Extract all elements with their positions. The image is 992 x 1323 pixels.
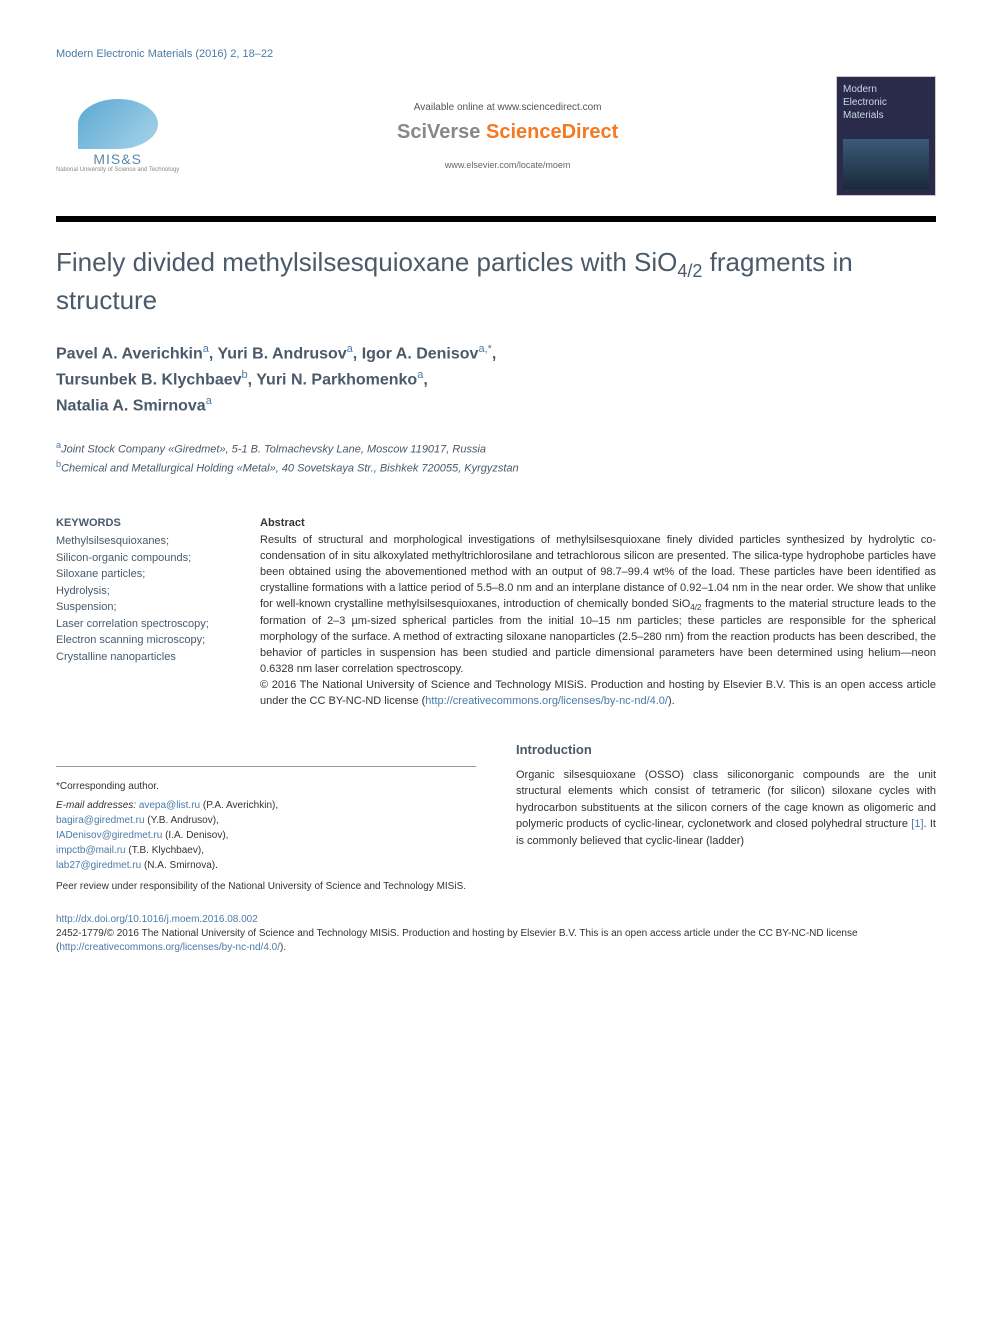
author-list: Pavel A. Averichkina, Yuri B. Andrusova,…	[56, 341, 936, 419]
sciverse-prefix: SciVerse	[397, 121, 486, 143]
keywords-column: KEYWORDS Methylsilsesquioxanes; Silicon-…	[56, 517, 236, 709]
abstract-heading: Abstract	[260, 517, 936, 529]
bottom-copyright: 2452-1779/© 2016 The National University…	[56, 927, 936, 955]
header-banner: MIS&S National University of Science and…	[56, 76, 936, 196]
corresponding-author-block: *Corresponding author. E-mail addresses:…	[56, 742, 476, 894]
header-center: Available online at www.sciencedirect.co…	[179, 102, 836, 170]
keywords-heading: KEYWORDS	[56, 517, 236, 529]
author: Yuri B. Andrusov	[217, 346, 346, 363]
available-online-text: Available online at www.sciencedirect.co…	[199, 102, 816, 113]
introduction-body: Organic silsesquioxane (OSSO) class sili…	[516, 767, 936, 850]
journal-cover: Modern Electronic Materials	[836, 76, 936, 196]
footer-columns: *Corresponding author. E-mail addresses:…	[56, 742, 936, 894]
journal-reference: Modern Electronic Materials (2016) 2, 18…	[56, 48, 936, 60]
author: Igor A. Denisov	[362, 346, 479, 363]
author: Tursunbek B. Klychbaev	[56, 372, 242, 389]
abstract-body: Results of structural and morphological …	[260, 533, 936, 709]
misis-logo-icon	[78, 99, 158, 149]
author: Pavel A. Averichkin	[56, 346, 203, 363]
keywords-abstract-row: KEYWORDS Methylsilsesquioxanes; Silicon-…	[56, 517, 936, 709]
abstract-column: Abstract Results of structural and morph…	[260, 517, 936, 709]
email-link[interactable]: avepa@list.ru	[139, 800, 200, 811]
publisher-logo: MIS&S National University of Science and…	[56, 99, 179, 173]
sciverse-brand: SciVerse ScienceDirect	[199, 121, 816, 144]
article-title: Finely divided methylsilsesquioxane part…	[56, 246, 936, 317]
email-link[interactable]: impctb@mail.ru	[56, 845, 126, 856]
author: Natalia A. Smirnova	[56, 398, 206, 415]
doi-link[interactable]: http://dx.doi.org/10.1016/j.moem.2016.08…	[56, 914, 936, 925]
license-link-bottom[interactable]: http://creativecommons.org/licenses/by-n…	[59, 942, 280, 953]
email-addresses: E-mail addresses: avepa@list.ru (P.A. Av…	[56, 798, 476, 873]
affiliations: aJoint Stock Company «Giredmet», 5-1 B. …	[56, 439, 936, 477]
email-link[interactable]: bagira@giredmet.ru	[56, 815, 145, 826]
misis-logo-text: MIS&S	[93, 151, 142, 167]
misis-logo-subtitle: National University of Science and Techn…	[56, 167, 179, 173]
introduction-heading: Introduction	[516, 742, 936, 757]
corresponding-note: *Corresponding author.	[56, 779, 476, 794]
email-link[interactable]: IADenisov@giredmet.ru	[56, 830, 162, 841]
sciencedirect-text: ScienceDirect	[486, 121, 618, 143]
corresponding-star-icon: *	[488, 343, 492, 355]
footnote-divider	[56, 766, 476, 767]
journal-url: www.elsevier.com/locate/moem	[199, 160, 816, 170]
cover-title: Modern Electronic Materials	[843, 83, 929, 122]
citation-link[interactable]: [1]	[911, 818, 923, 830]
peer-review-note: Peer review under responsibility of the …	[56, 879, 476, 894]
license-link[interactable]: http://creativecommons.org/licenses/by-n…	[425, 695, 668, 707]
cover-image	[843, 139, 929, 189]
separator-bar	[56, 216, 936, 222]
email-link[interactable]: lab27@giredmet.ru	[56, 860, 141, 871]
author: Yuri N. Parkhomenko	[256, 372, 417, 389]
keywords-list: Methylsilsesquioxanes; Silicon-organic c…	[56, 533, 236, 665]
introduction-column: Introduction Organic silsesquioxane (OSS…	[516, 742, 936, 894]
